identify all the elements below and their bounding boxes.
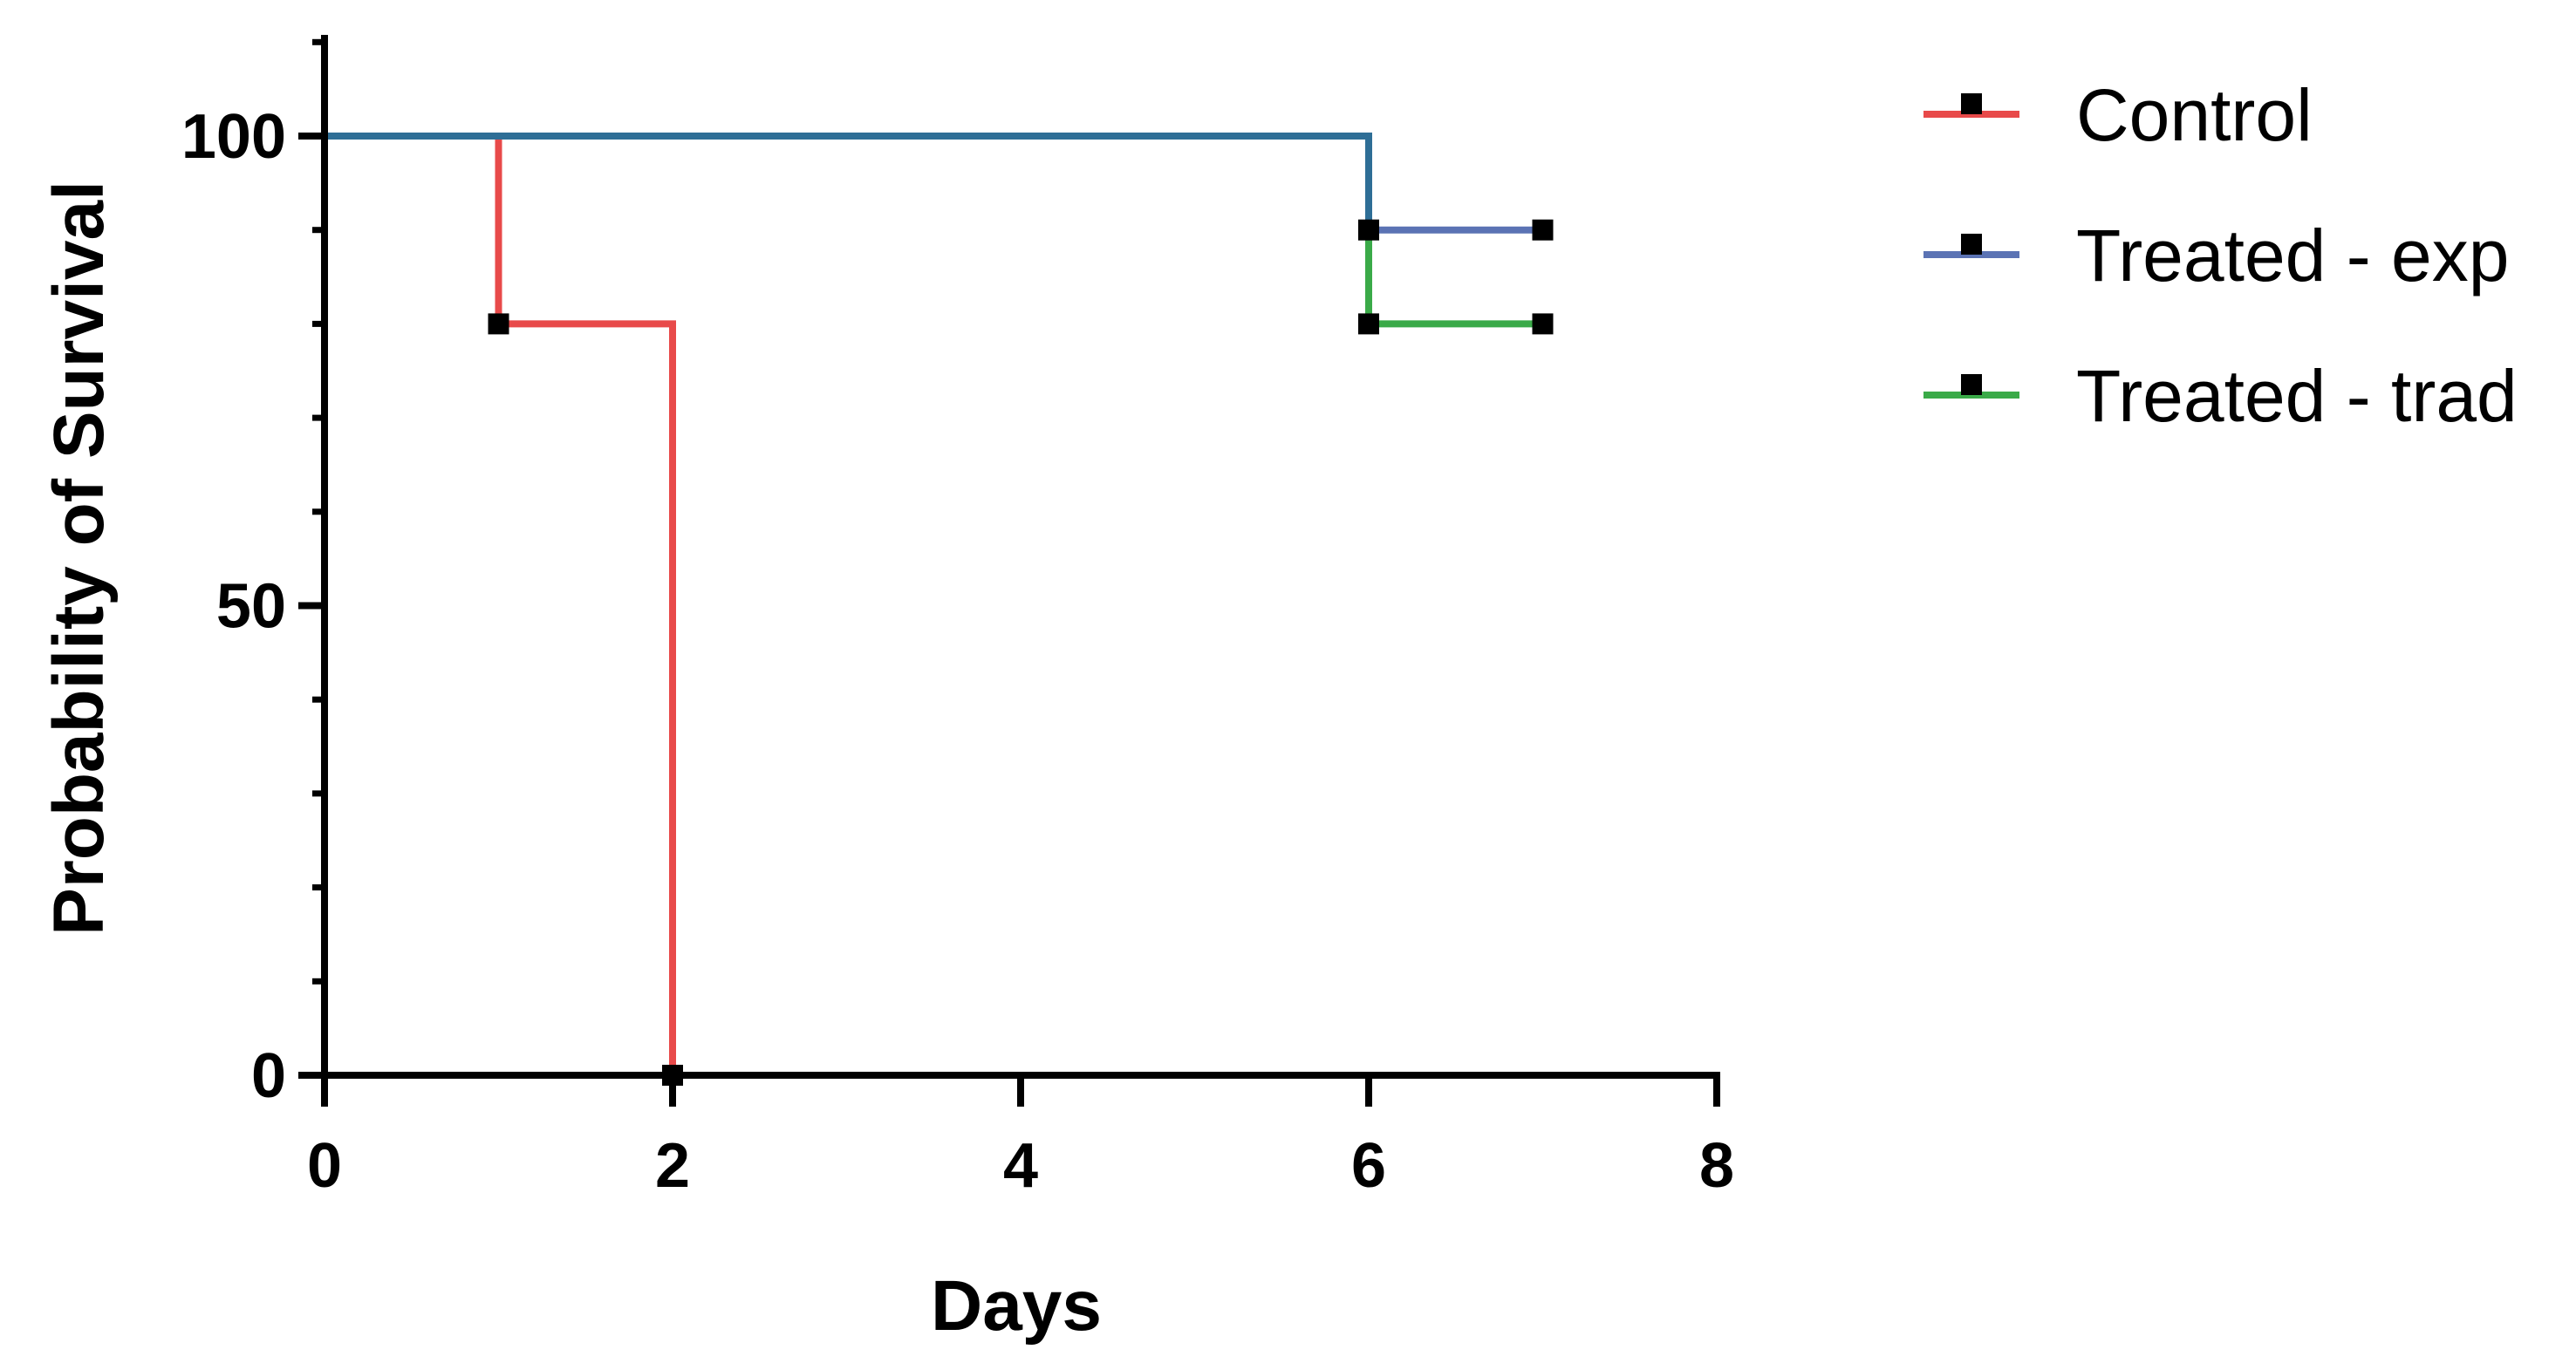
y-tick-label: 50	[216, 572, 286, 642]
x-axis-title: Days	[931, 1266, 1102, 1346]
legend-marker-treated-exp	[1961, 234, 1982, 255]
legend: Control Treated - exp Treated - trad	[1923, 74, 2518, 437]
marker-treated-exp	[1358, 219, 1379, 241]
series-line-control	[325, 133, 676, 1075]
marker-treated-exp	[1532, 219, 1554, 241]
y-tick-label: 100	[181, 102, 286, 172]
series-line-overlap	[325, 133, 1372, 230]
x-tick-label: 2	[655, 1131, 690, 1201]
x-tick-label: 8	[1699, 1131, 1734, 1201]
legend-label-control: Control	[2076, 74, 2313, 156]
y-axis-title: Probability of Survival	[39, 181, 119, 936]
y-tick-label: 0	[251, 1041, 286, 1111]
axes-layer: 0 50 100 0 2 4 6 8	[181, 35, 1734, 1201]
series-line-treated-exp	[325, 133, 1543, 234]
legend-label-treated-exp: Treated - exp	[2076, 215, 2509, 296]
markers-layer	[488, 219, 1554, 1086]
marker-control	[488, 313, 509, 335]
legend-label-treated-trad: Treated - trad	[2076, 355, 2518, 437]
legend-marker-treated-trad	[1961, 374, 1982, 395]
marker-treated-trad	[1532, 313, 1554, 335]
legend-marker-control	[1961, 93, 1982, 114]
x-tick-label: 4	[1003, 1131, 1038, 1201]
x-tick-label: 6	[1351, 1131, 1386, 1201]
marker-treated-trad	[1358, 313, 1379, 335]
series-layer	[325, 133, 1543, 1075]
x-tick-label: 0	[307, 1131, 342, 1201]
